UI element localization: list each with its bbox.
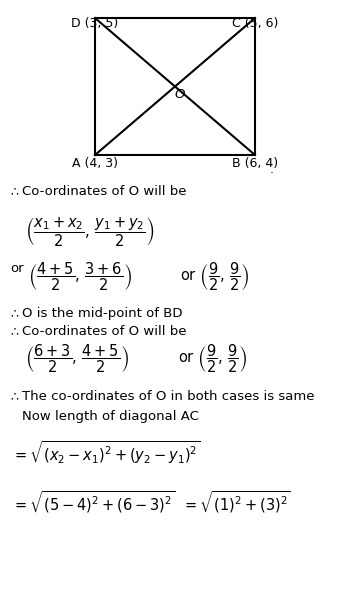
Text: Co-ordinates of O will be: Co-ordinates of O will be (22, 325, 186, 338)
Text: $= \sqrt{(5-4)^2 + (6-3)^2}$: $= \sqrt{(5-4)^2 + (6-3)^2}$ (12, 490, 176, 515)
Text: Co-ordinates of O will be: Co-ordinates of O will be (22, 185, 186, 198)
Text: O: O (175, 88, 185, 101)
Text: ∴: ∴ (10, 390, 18, 403)
Text: .: . (270, 163, 274, 176)
Text: $= \sqrt{(1)^2 + (3)^2}$: $= \sqrt{(1)^2 + (3)^2}$ (182, 490, 291, 515)
Text: B (6, 4): B (6, 4) (232, 157, 278, 170)
Text: The co-ordinates of O in both cases is same: The co-ordinates of O in both cases is s… (22, 390, 314, 403)
Text: $\left(\dfrac{x_1 + x_2}{2},\, \dfrac{y_1 + y_2}{2}\right)$: $\left(\dfrac{x_1 + x_2}{2},\, \dfrac{y_… (25, 215, 155, 249)
Text: O is the mid-point of BD: O is the mid-point of BD (22, 307, 183, 320)
Text: $\left(\dfrac{6+3}{2},\, \dfrac{4+5}{2}\right)$: $\left(\dfrac{6+3}{2},\, \dfrac{4+5}{2}\… (25, 342, 129, 374)
Text: D (3, 5): D (3, 5) (72, 17, 119, 30)
Text: $\left(\dfrac{4+5}{2},\, \dfrac{3+6}{2}\right)$: $\left(\dfrac{4+5}{2},\, \dfrac{3+6}{2}\… (28, 260, 132, 292)
Text: or $\left(\dfrac{9}{2},\, \dfrac{9}{2}\right)$: or $\left(\dfrac{9}{2},\, \dfrac{9}{2}\r… (178, 342, 247, 374)
Text: ∴: ∴ (10, 307, 18, 320)
Text: or $\left(\dfrac{9}{2},\, \dfrac{9}{2}\right)$: or $\left(\dfrac{9}{2},\, \dfrac{9}{2}\r… (180, 260, 249, 292)
Text: A (4, 3): A (4, 3) (72, 157, 118, 170)
Text: Now length of diagonal AC: Now length of diagonal AC (22, 410, 199, 423)
Text: ∴: ∴ (10, 185, 18, 198)
Text: ∴: ∴ (10, 325, 18, 338)
Text: $= \sqrt{(x_2 - x_1)^2 + (y_2 - y_1)^2}$: $= \sqrt{(x_2 - x_1)^2 + (y_2 - y_1)^2}$ (12, 440, 201, 466)
Text: or: or (10, 262, 24, 275)
Text: C (5, 6): C (5, 6) (232, 17, 278, 30)
